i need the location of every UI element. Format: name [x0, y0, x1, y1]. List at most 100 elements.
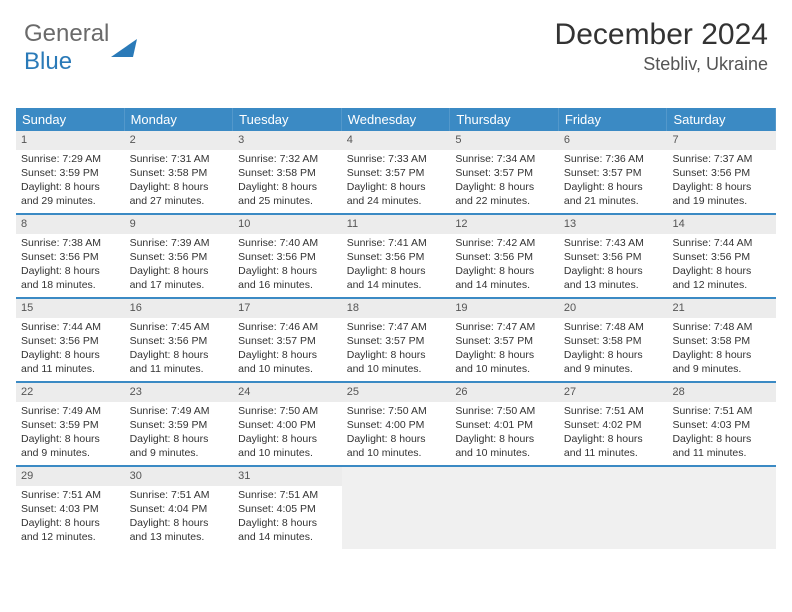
daylight-line1: Daylight: 8 hours: [21, 516, 120, 530]
calendar-grid: SundayMondayTuesdayWednesdayThursdayFrid…: [16, 108, 776, 549]
sunset-text: Sunset: 3:56 PM: [238, 250, 337, 264]
day-body: Sunrise: 7:44 AMSunset: 3:56 PMDaylight:…: [667, 234, 776, 297]
day-body: Sunrise: 7:49 AMSunset: 3:59 PMDaylight:…: [125, 402, 234, 465]
daylight-line2: and 14 minutes.: [238, 530, 337, 544]
daylight-line1: Daylight: 8 hours: [347, 264, 446, 278]
daylight-line2: and 10 minutes.: [455, 446, 554, 460]
daylight-line1: Daylight: 8 hours: [130, 432, 229, 446]
daylight-line1: Daylight: 8 hours: [564, 264, 663, 278]
day-body: Sunrise: 7:50 AMSunset: 4:00 PMDaylight:…: [233, 402, 342, 465]
sunset-text: Sunset: 3:56 PM: [130, 334, 229, 348]
daylight-line1: Daylight: 8 hours: [21, 264, 120, 278]
day-body: Sunrise: 7:47 AMSunset: 3:57 PMDaylight:…: [342, 318, 451, 381]
daylight-line2: and 10 minutes.: [347, 362, 446, 376]
day-body: Sunrise: 7:49 AMSunset: 3:59 PMDaylight:…: [16, 402, 125, 465]
sunset-text: Sunset: 3:57 PM: [238, 334, 337, 348]
sunset-text: Sunset: 3:58 PM: [130, 166, 229, 180]
daylight-line1: Daylight: 8 hours: [455, 264, 554, 278]
daylight-line2: and 27 minutes.: [130, 194, 229, 208]
sunrise-text: Sunrise: 7:51 AM: [130, 488, 229, 502]
day-cell: 7Sunrise: 7:37 AMSunset: 3:56 PMDaylight…: [667, 131, 776, 213]
daylight-line2: and 21 minutes.: [564, 194, 663, 208]
week-row: 29Sunrise: 7:51 AMSunset: 4:03 PMDayligh…: [16, 467, 776, 549]
day-body: Sunrise: 7:34 AMSunset: 3:57 PMDaylight:…: [450, 150, 559, 213]
day-body: Sunrise: 7:51 AMSunset: 4:05 PMDaylight:…: [233, 486, 342, 549]
daylight-line1: Daylight: 8 hours: [130, 180, 229, 194]
sunrise-text: Sunrise: 7:40 AM: [238, 236, 337, 250]
day-cell: 24Sunrise: 7:50 AMSunset: 4:00 PMDayligh…: [233, 383, 342, 465]
day-cell: 5Sunrise: 7:34 AMSunset: 3:57 PMDaylight…: [450, 131, 559, 213]
sunset-text: Sunset: 3:56 PM: [21, 250, 120, 264]
sunrise-text: Sunrise: 7:50 AM: [347, 404, 446, 418]
day-cell: 9Sunrise: 7:39 AMSunset: 3:56 PMDaylight…: [125, 215, 234, 297]
sunset-text: Sunset: 4:00 PM: [238, 418, 337, 432]
day-cell: 26Sunrise: 7:50 AMSunset: 4:01 PMDayligh…: [450, 383, 559, 465]
day-header-tuesday: Tuesday: [233, 108, 342, 131]
sunrise-text: Sunrise: 7:37 AM: [672, 152, 771, 166]
day-number: 13: [559, 215, 668, 234]
day-number: 22: [16, 383, 125, 402]
day-number: 4: [342, 131, 451, 150]
day-header-wednesday: Wednesday: [342, 108, 451, 131]
sunrise-text: Sunrise: 7:41 AM: [347, 236, 446, 250]
day-cell: 16Sunrise: 7:45 AMSunset: 3:56 PMDayligh…: [125, 299, 234, 381]
daylight-line1: Daylight: 8 hours: [238, 432, 337, 446]
daylight-line1: Daylight: 8 hours: [564, 432, 663, 446]
day-body: Sunrise: 7:32 AMSunset: 3:58 PMDaylight:…: [233, 150, 342, 213]
daylight-line2: and 17 minutes.: [130, 278, 229, 292]
page-header: December 2024 Stebliv, Ukraine: [555, 18, 768, 75]
day-cell: 6Sunrise: 7:36 AMSunset: 3:57 PMDaylight…: [559, 131, 668, 213]
sunrise-text: Sunrise: 7:50 AM: [238, 404, 337, 418]
day-number: 31: [233, 467, 342, 486]
daylight-line2: and 12 minutes.: [672, 278, 771, 292]
sunset-text: Sunset: 3:58 PM: [672, 334, 771, 348]
daylight-line1: Daylight: 8 hours: [130, 516, 229, 530]
sunrise-text: Sunrise: 7:49 AM: [130, 404, 229, 418]
day-cell: 3Sunrise: 7:32 AMSunset: 3:58 PMDaylight…: [233, 131, 342, 213]
daylight-line1: Daylight: 8 hours: [564, 180, 663, 194]
daylight-line2: and 11 minutes.: [130, 362, 229, 376]
week-row: 1Sunrise: 7:29 AMSunset: 3:59 PMDaylight…: [16, 131, 776, 215]
week-row: 15Sunrise: 7:44 AMSunset: 3:56 PMDayligh…: [16, 299, 776, 383]
day-number: 28: [667, 383, 776, 402]
day-cell: [450, 467, 559, 549]
day-cell: 25Sunrise: 7:50 AMSunset: 4:00 PMDayligh…: [342, 383, 451, 465]
day-cell: 17Sunrise: 7:46 AMSunset: 3:57 PMDayligh…: [233, 299, 342, 381]
day-body: Sunrise: 7:41 AMSunset: 3:56 PMDaylight:…: [342, 234, 451, 297]
day-cell: 21Sunrise: 7:48 AMSunset: 3:58 PMDayligh…: [667, 299, 776, 381]
day-number: 18: [342, 299, 451, 318]
daylight-line1: Daylight: 8 hours: [564, 348, 663, 362]
day-header-sunday: Sunday: [16, 108, 125, 131]
day-cell: 31Sunrise: 7:51 AMSunset: 4:05 PMDayligh…: [233, 467, 342, 549]
sunset-text: Sunset: 3:59 PM: [21, 166, 120, 180]
daylight-line2: and 24 minutes.: [347, 194, 446, 208]
sunrise-text: Sunrise: 7:36 AM: [564, 152, 663, 166]
sunset-text: Sunset: 3:58 PM: [238, 166, 337, 180]
day-number: 29: [16, 467, 125, 486]
day-body: Sunrise: 7:50 AMSunset: 4:00 PMDaylight:…: [342, 402, 451, 465]
day-cell: 30Sunrise: 7:51 AMSunset: 4:04 PMDayligh…: [125, 467, 234, 549]
daylight-line2: and 13 minutes.: [130, 530, 229, 544]
logo-text-blue: Blue: [24, 48, 72, 75]
daylight-line2: and 9 minutes.: [21, 446, 120, 460]
sunset-text: Sunset: 3:57 PM: [564, 166, 663, 180]
day-body: Sunrise: 7:51 AMSunset: 4:03 PMDaylight:…: [667, 402, 776, 465]
sunrise-text: Sunrise: 7:42 AM: [455, 236, 554, 250]
sunset-text: Sunset: 4:01 PM: [455, 418, 554, 432]
daylight-line1: Daylight: 8 hours: [347, 348, 446, 362]
sunrise-text: Sunrise: 7:51 AM: [672, 404, 771, 418]
day-number: 5: [450, 131, 559, 150]
daylight-line2: and 12 minutes.: [21, 530, 120, 544]
daylight-line1: Daylight: 8 hours: [238, 516, 337, 530]
day-number: 9: [125, 215, 234, 234]
day-body: Sunrise: 7:48 AMSunset: 3:58 PMDaylight:…: [667, 318, 776, 381]
daylight-line1: Daylight: 8 hours: [672, 348, 771, 362]
day-cell: 28Sunrise: 7:51 AMSunset: 4:03 PMDayligh…: [667, 383, 776, 465]
day-body: Sunrise: 7:50 AMSunset: 4:01 PMDaylight:…: [450, 402, 559, 465]
daylight-line2: and 29 minutes.: [21, 194, 120, 208]
daylight-line1: Daylight: 8 hours: [672, 180, 771, 194]
sunrise-text: Sunrise: 7:31 AM: [130, 152, 229, 166]
day-body: Sunrise: 7:40 AMSunset: 3:56 PMDaylight:…: [233, 234, 342, 297]
sunrise-text: Sunrise: 7:48 AM: [672, 320, 771, 334]
sunset-text: Sunset: 4:04 PM: [130, 502, 229, 516]
